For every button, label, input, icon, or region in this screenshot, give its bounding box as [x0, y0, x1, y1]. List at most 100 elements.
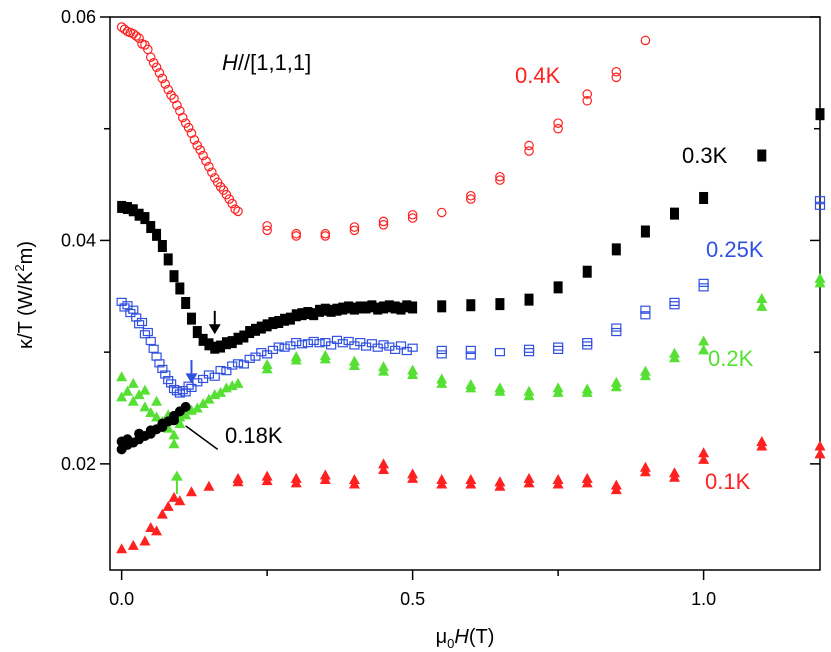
data-point — [273, 342, 284, 351]
data-point — [116, 543, 128, 554]
series-0.25K — [116, 196, 826, 398]
data-point — [154, 359, 165, 368]
data-point — [581, 477, 593, 488]
data-point — [320, 303, 330, 316]
data-point — [216, 340, 226, 353]
data-point — [407, 368, 419, 379]
data-point — [640, 311, 651, 320]
data-point — [186, 383, 197, 393]
data-point — [233, 332, 243, 345]
data-point — [180, 401, 191, 412]
data-point — [407, 213, 418, 223]
data-point — [640, 305, 651, 314]
field-direction-annotation: H//[1,1,1] — [222, 50, 311, 75]
data-point — [349, 222, 360, 232]
data-point — [337, 339, 348, 348]
data-point — [232, 377, 244, 388]
data-point — [814, 440, 826, 451]
data-point — [127, 395, 139, 406]
data-point — [640, 225, 650, 238]
series-0.4K — [116, 22, 651, 241]
data-point — [174, 495, 186, 506]
data-point — [390, 345, 401, 355]
data-point — [407, 472, 419, 483]
green-arrow — [170, 470, 183, 495]
arrow-head — [185, 373, 198, 384]
data-point — [186, 312, 196, 325]
data-point — [157, 364, 168, 374]
data-point — [378, 219, 389, 230]
data-point — [139, 330, 151, 339]
data-point — [262, 350, 273, 359]
data-point — [172, 100, 182, 111]
series-0.2K — [116, 272, 826, 449]
data-point — [133, 389, 145, 400]
data-point — [151, 352, 162, 361]
data-point — [175, 282, 185, 295]
series-label-0.18K: 0.18K — [225, 423, 283, 448]
data-point — [465, 351, 476, 360]
data-point — [407, 209, 418, 220]
data-point — [227, 336, 237, 349]
axis-ticks — [100, 16, 820, 580]
data-point — [367, 300, 377, 313]
data-point — [140, 212, 150, 225]
data-point — [338, 302, 348, 315]
data-point — [261, 475, 273, 486]
data-point — [332, 303, 342, 316]
data-point — [309, 308, 319, 321]
data-point — [466, 190, 476, 201]
data-point — [160, 79, 171, 89]
data-point — [169, 415, 180, 426]
data-point — [611, 243, 621, 256]
data-point — [128, 305, 139, 314]
data-point — [465, 345, 476, 355]
data-point — [319, 474, 331, 485]
data-point — [553, 123, 563, 134]
series-label-0.3K: 0.3K — [682, 143, 728, 168]
data-point — [163, 84, 173, 95]
data-point — [639, 370, 651, 381]
data-point — [245, 326, 255, 339]
data-point — [127, 539, 139, 550]
data-point — [151, 411, 163, 422]
data-point — [168, 429, 180, 440]
data-point — [553, 281, 563, 294]
data-point — [524, 293, 534, 306]
data-point — [582, 265, 592, 278]
data-point — [355, 301, 365, 314]
data-point — [160, 370, 171, 379]
label-leader-line — [185, 425, 219, 450]
data-point — [136, 317, 148, 327]
data-point — [523, 477, 535, 488]
data-point — [495, 171, 505, 182]
data-point — [314, 339, 325, 348]
data-point — [232, 359, 244, 368]
data-point — [203, 370, 215, 379]
data-point — [390, 301, 400, 314]
data-point — [146, 221, 156, 234]
data-point — [181, 296, 191, 309]
data-point — [183, 381, 194, 390]
data-point — [291, 309, 301, 322]
data-point — [395, 341, 407, 350]
data-point — [384, 300, 394, 313]
data-point — [326, 341, 337, 350]
data-point — [204, 338, 214, 351]
data-point — [373, 302, 383, 315]
data-point — [238, 360, 249, 369]
data-point — [148, 344, 159, 353]
y-tick-label: 0.06 — [61, 7, 96, 27]
data-point — [198, 374, 209, 384]
data-point — [195, 145, 206, 155]
data-point — [379, 301, 389, 314]
data-point — [757, 149, 767, 162]
data-point — [611, 66, 622, 77]
data-point — [355, 337, 366, 347]
data-point — [139, 384, 151, 395]
data-point — [611, 327, 622, 337]
series-0.3K — [117, 108, 825, 354]
data-point — [552, 386, 564, 397]
data-point — [639, 466, 651, 477]
